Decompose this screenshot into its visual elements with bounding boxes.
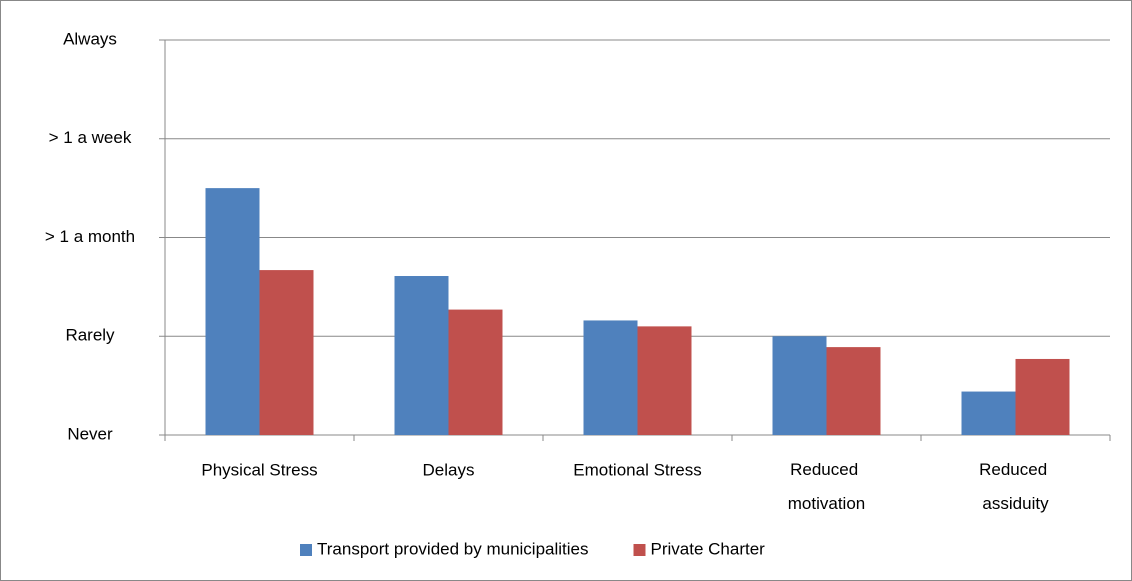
legend-swatch (633, 544, 646, 556)
bar (772, 336, 827, 435)
bar (583, 320, 638, 435)
legend-label: Private Charter (651, 539, 766, 558)
x-tick-label: Physical Stress (201, 460, 317, 479)
legend-label: Transport provided by municipalities (317, 539, 589, 558)
x-tick-label: Reduced motivation (788, 460, 865, 513)
x-tick-label: Delays (423, 460, 475, 479)
y-tick-label: Rarely (65, 326, 115, 345)
legend-swatch (300, 544, 312, 556)
x-tick-label: Reduced assiduity (979, 460, 1052, 513)
bar (394, 276, 449, 435)
y-tick-label: Never (67, 424, 113, 443)
bar (826, 347, 881, 435)
bar (961, 391, 1016, 435)
bar (448, 309, 503, 435)
bar (637, 326, 692, 435)
y-tick-label: > 1 a week (49, 128, 132, 147)
bar (205, 188, 260, 435)
x-tick-label: Emotional Stress (573, 460, 702, 479)
y-tick-label: > 1 a month (45, 227, 135, 246)
bar (1015, 358, 1070, 435)
bar (259, 270, 314, 435)
y-tick-label: Always (63, 29, 117, 48)
